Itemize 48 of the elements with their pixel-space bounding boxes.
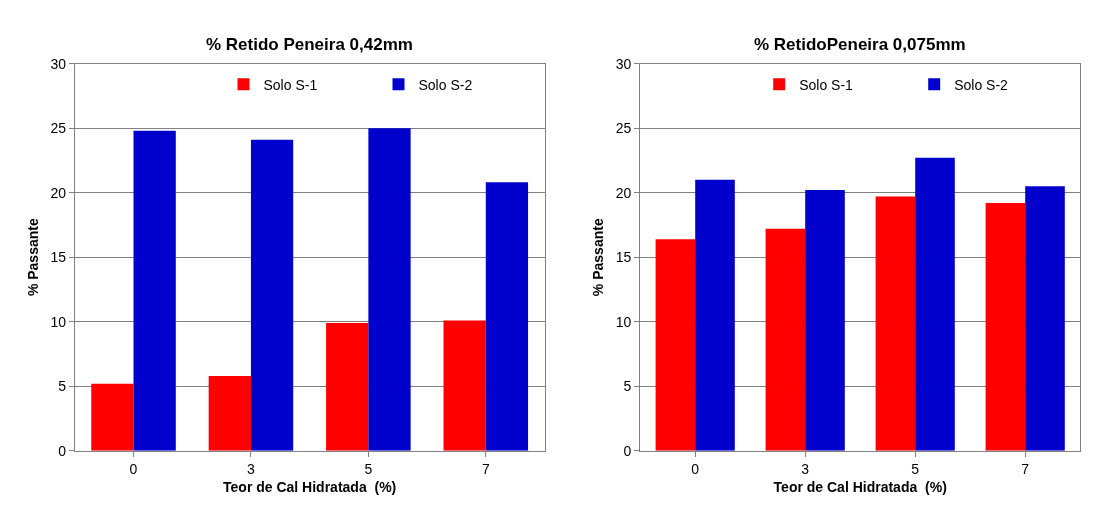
bar	[133, 130, 176, 451]
x-tick-label: 5	[911, 460, 920, 477]
bar	[875, 196, 916, 451]
y-axis-title: % Passante	[590, 218, 607, 297]
bar	[91, 383, 134, 451]
y-axis-title: % Passante	[25, 218, 42, 297]
y-tick-label: 30	[50, 55, 67, 72]
x-axis-title: Teor de Cal Hidratada (%)	[223, 478, 397, 495]
bar	[208, 375, 251, 451]
legend-label: Solo S-1	[799, 76, 854, 93]
bar	[695, 179, 735, 451]
y-tick-label: 30	[615, 55, 632, 72]
legend-label: Solo S-2	[954, 76, 1009, 93]
y-tick-label: 20	[50, 184, 67, 201]
y-tick-label: 15	[615, 249, 632, 266]
bar	[368, 128, 411, 451]
legend-label: Solo S-2	[418, 76, 473, 93]
x-tick-label: 3	[247, 460, 256, 477]
x-tick-label: 5	[364, 460, 373, 477]
bar	[443, 320, 486, 451]
x-tick-label: 3	[801, 460, 810, 477]
bar	[485, 182, 529, 451]
bar	[655, 239, 696, 451]
legend-label: Solo S-1	[263, 76, 318, 93]
x-tick-label: 7	[1021, 460, 1030, 477]
x-tick-label: 7	[481, 460, 490, 477]
y-tick-label: 0	[58, 442, 67, 459]
y-tick-label: 5	[58, 378, 67, 395]
y-tick-label: 15	[50, 249, 67, 266]
y-tick-label: 10	[50, 313, 67, 330]
x-tick-label: 0	[691, 460, 700, 477]
y-tick-label: 25	[50, 120, 67, 137]
y-tick-label: 0	[623, 442, 632, 459]
bar	[985, 203, 1026, 451]
y-tick-label: 5	[623, 378, 632, 395]
bar	[915, 157, 955, 451]
bar	[326, 323, 369, 451]
chart-title: % RetidoPeneira 0,075mm	[754, 35, 966, 54]
y-tick-label: 25	[615, 120, 632, 137]
bar	[765, 228, 806, 451]
chart-title: % Retido Peneira 0,42mm	[206, 35, 413, 54]
bar	[805, 190, 845, 451]
bar	[250, 139, 294, 451]
bar	[1025, 186, 1065, 451]
y-tick-label: 20	[615, 184, 632, 201]
x-tick-label: 0	[129, 460, 138, 477]
y-tick-label: 10	[615, 313, 632, 330]
x-axis-title: Teor de Cal Hidratada (%)	[773, 478, 947, 495]
